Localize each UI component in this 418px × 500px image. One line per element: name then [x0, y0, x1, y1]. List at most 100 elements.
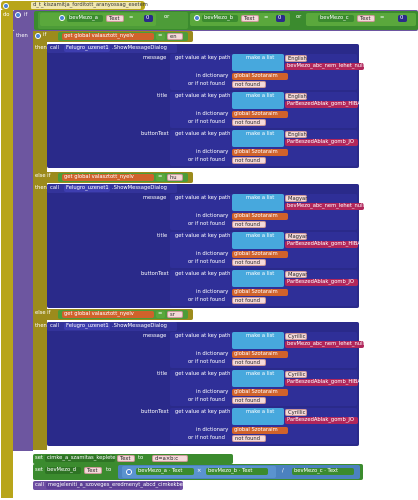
in-dict-label: in dictionary — [196, 149, 229, 155]
cond-b-eq[interactable]: = — [262, 15, 271, 22]
lang-get-3[interactable]: get global valasztott_nyelv — [62, 311, 154, 318]
message-key-text[interactable]: ParBeszedAblak_gomb_HIBA — [285, 101, 361, 108]
make-list-block[interactable] — [232, 92, 284, 109]
cond-b-component[interactable]: bevMezo_b — [202, 15, 238, 22]
lang-eq-3[interactable]: = — [156, 311, 165, 318]
lang-then-label-2: then — [35, 185, 47, 191]
make-list-block[interactable] — [232, 232, 284, 249]
cond-c-eq[interactable]: = — [378, 15, 387, 22]
not-found-text[interactable]: not found — [232, 157, 266, 164]
dialog-call-header[interactable] — [47, 44, 177, 53]
lang-get-1-var: global valasztott_nyelv — [74, 33, 134, 39]
not-found-text[interactable]: not found — [232, 359, 266, 366]
not-found-label: or if not found — [188, 81, 225, 87]
cond-c-prop[interactable]: Text — [357, 15, 375, 22]
lang-get-1[interactable]: get global valasztott_nyelv — [62, 33, 154, 40]
lang-val-1[interactable]: en — [167, 33, 183, 40]
lang-key-text[interactable]: English — [285, 55, 307, 62]
not-found-text[interactable]: not found — [232, 119, 266, 126]
dialog-slot-label: title — [157, 93, 168, 99]
dict-get[interactable]: global Szotaraim — [232, 251, 288, 258]
event-do-column — [1, 10, 13, 498]
make-list-block[interactable] — [232, 332, 284, 349]
lang-key-text[interactable]: Magyar — [285, 271, 307, 278]
div-operand-c[interactable]: bevMezo_c · Text — [292, 468, 354, 475]
dialog-call-header[interactable] — [47, 184, 177, 193]
lang-key-text[interactable]: Magyar — [285, 233, 307, 240]
lang-val-2[interactable]: hu — [167, 174, 183, 181]
set-formula-target[interactable]: cimke_a_szamitas_keplete — [45, 455, 116, 462]
compare-b-gear-icon[interactable] — [194, 15, 200, 21]
not-found-text[interactable]: not found — [232, 259, 266, 266]
mul-sign: × — [197, 468, 202, 474]
dict-get[interactable]: global Szotaraim — [232, 213, 288, 220]
make-list-block[interactable] — [232, 194, 284, 211]
dialog-component[interactable]: Felugro_uzenet1 — [64, 185, 110, 192]
event-block[interactable]: d_t_kiszamitja_forditott_aranyossag_eset… — [1, 1, 148, 10]
message-key-text[interactable]: bevMezo_abc_nem_lehet_nulla — [285, 203, 368, 210]
lang-key-text[interactable]: Cyrillic — [285, 371, 307, 378]
set-d-prop[interactable]: Text — [84, 467, 102, 474]
message-key-text[interactable]: ParBeszedAblak_gomb_JO — [285, 417, 358, 424]
make-list-block[interactable] — [232, 270, 284, 287]
dict-get[interactable]: global Szotaraim — [232, 73, 288, 80]
dict-get[interactable]: global Szotaraim — [232, 351, 288, 358]
message-key-text[interactable]: bevMezo_abc_nem_lehet_nulla — [285, 341, 368, 348]
not-found-label: or if not found — [188, 297, 225, 303]
dialog-component[interactable]: Felugro_uzenet1 — [64, 323, 110, 330]
cond-a-component[interactable]: bevMezo_a — [67, 15, 103, 22]
not-found-text[interactable]: not found — [232, 81, 266, 88]
multiply-gear-icon[interactable] — [126, 469, 132, 475]
lang-key-text[interactable]: English — [285, 93, 307, 100]
message-key-text[interactable]: ParBeszedAblak_gomb_HIBA — [285, 379, 361, 386]
event-name-field[interactable]: d_t_kiszamitja_forditott_aranyossag_eset… — [31, 2, 148, 9]
call-proc-name[interactable]: megjeleniti_a_szoveges_eredmenyt_abcd_ci… — [46, 482, 187, 489]
cond-b-prop[interactable]: Text — [241, 15, 259, 22]
event-gear-icon[interactable] — [3, 2, 9, 9]
set-formula-prop[interactable]: Text — [117, 455, 135, 462]
dict-get[interactable]: global Szotaraim — [232, 427, 288, 434]
make-list-block[interactable] — [232, 130, 284, 147]
dict-get[interactable]: global Szotaraim — [232, 111, 288, 118]
not-found-text[interactable]: not found — [232, 221, 266, 228]
set-formula-value[interactable]: d=a×b:c — [152, 455, 188, 462]
lang-key-text[interactable]: Cyrillic — [285, 333, 307, 340]
if-gear-icon[interactable] — [15, 12, 21, 18]
message-key-text[interactable]: ParBeszedAblak_gomb_JO — [285, 279, 358, 286]
dialog-slot-label: buttonText — [141, 271, 169, 277]
mul-operand-b[interactable]: bevMezo_b · Text — [206, 468, 268, 475]
dict-get[interactable]: global Szotaraim — [232, 149, 288, 156]
lang-eq-2[interactable]: = — [156, 174, 165, 181]
dialog-call-header[interactable] — [47, 322, 177, 331]
cond-c-val[interactable]: 0 — [398, 15, 407, 22]
lang-eq-1[interactable]: = — [156, 33, 165, 40]
lang-if-gear-icon[interactable] — [35, 33, 41, 39]
lang-get-2[interactable]: get global valasztott_nyelv — [62, 174, 154, 181]
lang-then-label-1: then — [35, 45, 47, 51]
make-list-block[interactable] — [232, 370, 284, 387]
message-key-text[interactable]: bevMezo_abc_nem_lehet_nulla — [285, 63, 368, 70]
not-found-text[interactable]: not found — [232, 297, 266, 304]
lang-key-text[interactable]: Cyrillic — [285, 409, 307, 416]
message-key-text[interactable]: ParBeszedAblak_gomb_HIBA — [285, 241, 361, 248]
not-found-text[interactable]: not found — [232, 397, 266, 404]
message-key-text[interactable]: ParBeszedAblak_gomb_JO — [285, 139, 358, 146]
set-d-target[interactable]: bevMezo_d — [45, 467, 81, 474]
lang-val-3[interactable]: sr — [167, 311, 183, 318]
compare-a-gear-icon[interactable] — [59, 15, 65, 21]
cond-a-prop[interactable]: Text — [106, 15, 124, 22]
lang-key-text[interactable]: Magyar — [285, 195, 307, 202]
cond-a-val[interactable]: 0 — [144, 15, 153, 22]
not-found-text[interactable]: not found — [232, 435, 266, 442]
cond-c-component[interactable]: bevMezo_c — [318, 15, 354, 22]
cond-a-eq[interactable]: = — [127, 15, 136, 22]
make-list-block[interactable] — [232, 408, 284, 425]
lang-key-text[interactable]: English — [285, 131, 307, 138]
mul-operand-a[interactable]: bevMezo_a · Text — [136, 468, 194, 475]
cond-b-val[interactable]: 0 — [276, 15, 285, 22]
dict-get[interactable]: global Szotaraim — [232, 389, 288, 396]
make-list-block[interactable] — [232, 54, 284, 71]
dict-get[interactable]: global Szotaraim — [232, 289, 288, 296]
in-dict-label: in dictionary — [196, 351, 229, 357]
dialog-component[interactable]: Felugro_uzenet1 — [64, 45, 110, 52]
